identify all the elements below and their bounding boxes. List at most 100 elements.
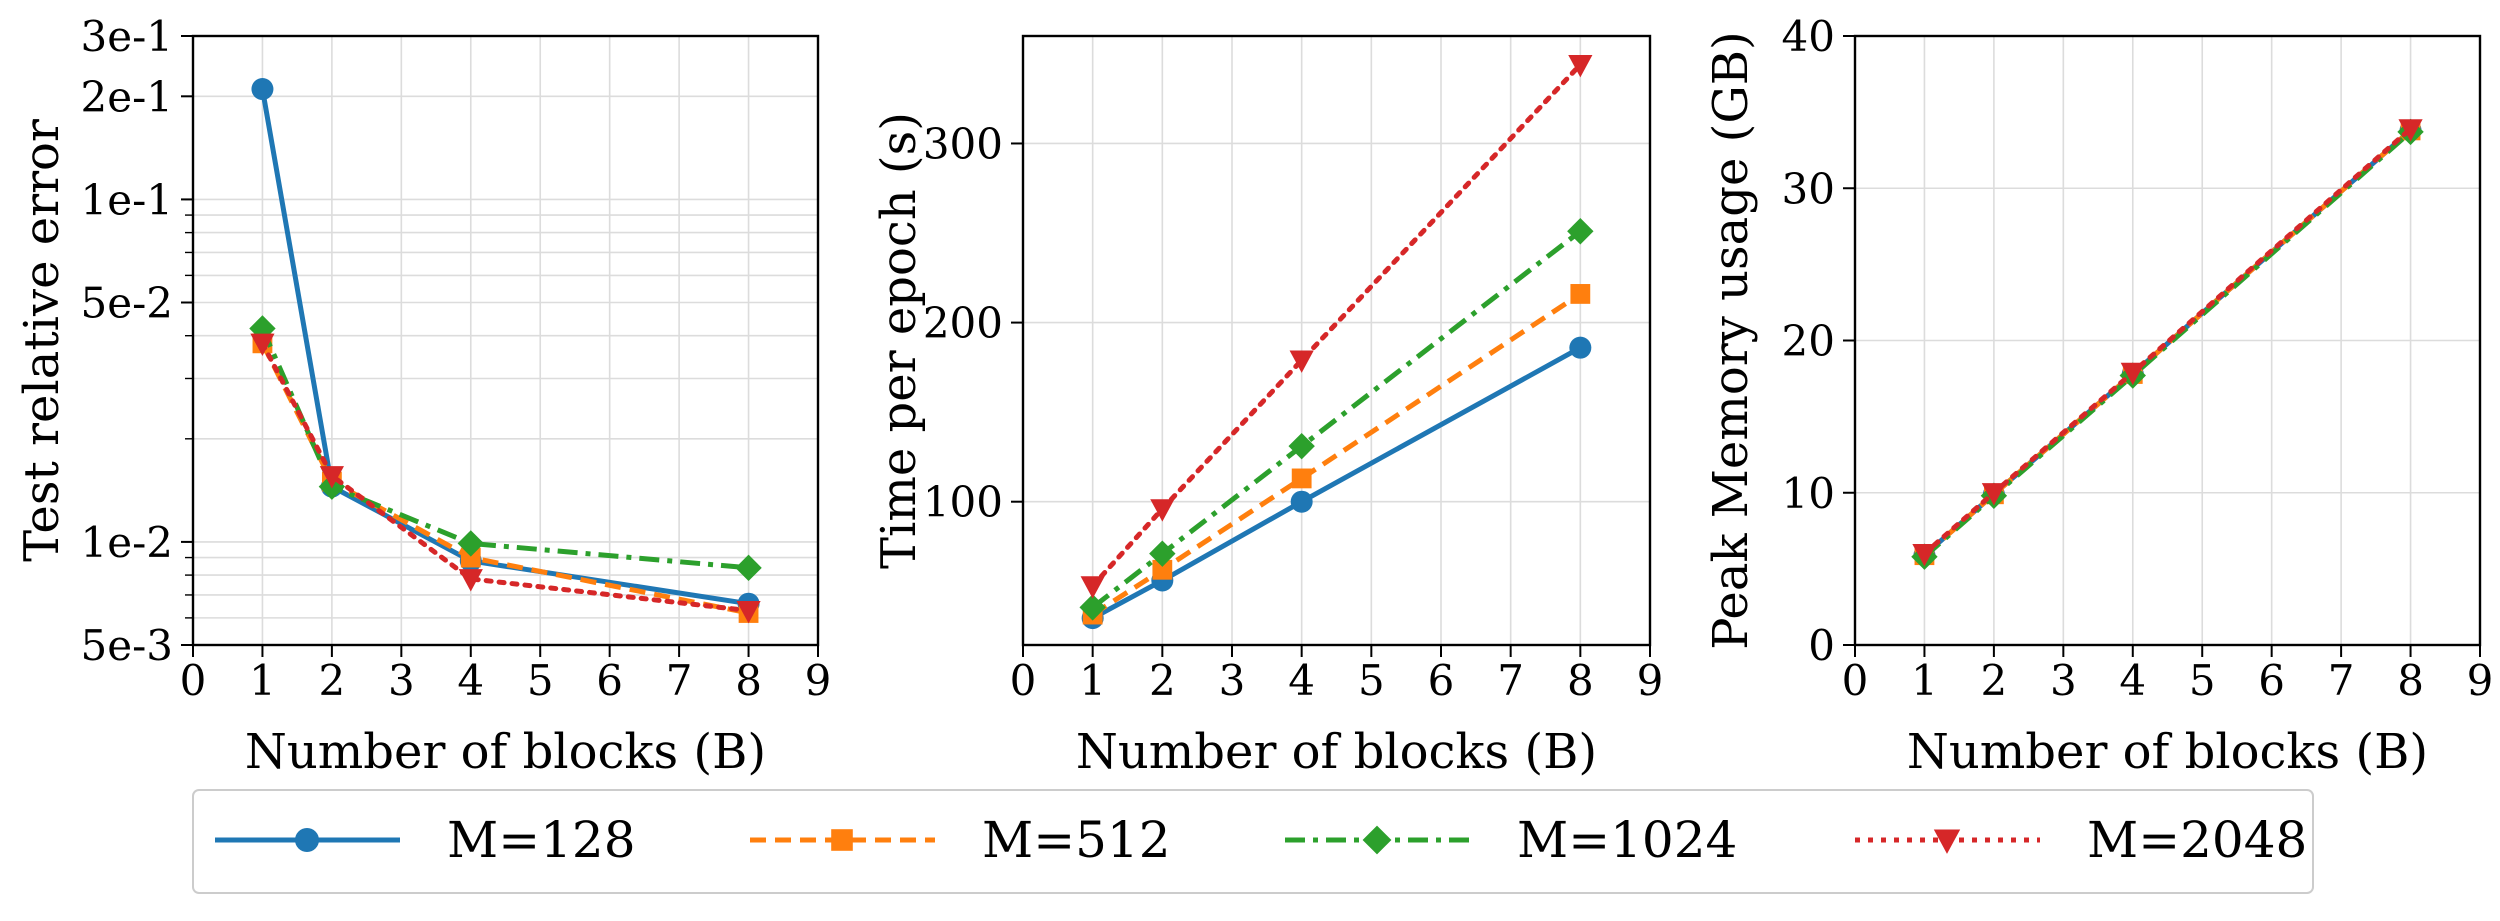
x-tick-label: 9 bbox=[805, 656, 832, 705]
y-tick-label: 10 bbox=[1782, 469, 1835, 518]
data-point bbox=[460, 547, 481, 568]
x-tick-label: 0 bbox=[1010, 656, 1037, 705]
x-tick-label: 5 bbox=[527, 656, 554, 705]
legend-entry-m-128: M=128 bbox=[215, 811, 636, 869]
data-point bbox=[1150, 499, 1175, 522]
y-tick-label: 3e-1 bbox=[81, 12, 174, 61]
grid bbox=[1022, 36, 1651, 645]
data-point bbox=[1080, 576, 1105, 599]
legend-label: M=1024 bbox=[1517, 811, 1737, 869]
x-axis-label: Number of blocks (B) bbox=[1076, 724, 1597, 780]
y-tick-label: 300 bbox=[923, 119, 1003, 168]
series-m-512 bbox=[1082, 284, 1591, 625]
legend-frame bbox=[192, 789, 2314, 894]
data-point bbox=[736, 600, 761, 624]
x-tick-label: 7 bbox=[2328, 656, 2355, 705]
x-tick-label: 6 bbox=[596, 656, 623, 705]
data-point bbox=[1291, 468, 1312, 489]
y-tick-label: 100 bbox=[923, 478, 1003, 527]
legend-marker bbox=[1933, 829, 1961, 854]
data-point bbox=[1152, 559, 1173, 580]
y-tick-label: 20 bbox=[1782, 317, 1835, 366]
x-tick-label: 2 bbox=[1149, 656, 1176, 705]
data-point bbox=[319, 466, 344, 489]
series-line bbox=[259, 88, 749, 607]
data-point bbox=[458, 569, 483, 592]
legend-label: M=2048 bbox=[2087, 811, 2307, 869]
data-point bbox=[1290, 490, 1313, 513]
y-tick-label: 0 bbox=[1808, 621, 1835, 670]
x-tick-label: 4 bbox=[1288, 656, 1315, 705]
legend-entry-m-512: M=512 bbox=[750, 811, 1171, 869]
data-point bbox=[2398, 119, 2423, 142]
legend-marker bbox=[295, 828, 319, 852]
data-point bbox=[1149, 540, 1176, 567]
x-tick-label: 0 bbox=[1842, 656, 1869, 705]
series-line bbox=[1091, 345, 1582, 621]
y-tick-label: 30 bbox=[1782, 164, 1835, 213]
data-point bbox=[1570, 284, 1591, 304]
y-tick-label: 1e-1 bbox=[81, 175, 174, 224]
legend-entry-m-2048: M=2048 bbox=[1855, 811, 2307, 869]
data-point bbox=[250, 333, 275, 357]
legend-marker bbox=[831, 829, 853, 851]
data-point bbox=[1567, 218, 1594, 245]
data-point bbox=[1079, 594, 1106, 621]
x-tick-label: 3 bbox=[1219, 656, 1246, 705]
series-m-1024 bbox=[1079, 218, 1594, 621]
x-tick-label: 2 bbox=[319, 656, 346, 705]
y-axis-label: Peak Memory usage (GB) bbox=[1703, 31, 1759, 649]
data-point bbox=[251, 78, 274, 101]
grid bbox=[185, 35, 819, 646]
series-m-2048 bbox=[1912, 119, 2423, 567]
x-tick-label: 1 bbox=[249, 656, 276, 705]
x-tick-label: 4 bbox=[2119, 656, 2146, 705]
x-tick-label: 8 bbox=[2397, 656, 2424, 705]
legend-label: M=512 bbox=[982, 811, 1171, 869]
axes-frame bbox=[191, 34, 820, 647]
data-point bbox=[457, 530, 484, 557]
x-tick-label: 8 bbox=[1567, 656, 1594, 705]
series-m-2048 bbox=[1080, 54, 1593, 599]
data-point bbox=[735, 554, 762, 582]
x-tick-label: 6 bbox=[2258, 656, 2285, 705]
series-line bbox=[1091, 229, 1582, 610]
chart-panel-1: 0 1 2 3 4 5 6 7 8 9 5e-3 1e-2 5e-2 1e-1 2e-1 3e-1 Number… bbox=[14, 12, 831, 780]
legend-label: M=128 bbox=[447, 811, 636, 869]
series-m-128 bbox=[1081, 336, 1592, 630]
data-point bbox=[1568, 54, 1593, 78]
legend-entry-m-1024: M=1024 bbox=[1285, 811, 1737, 869]
y-axis-label: Time per epoch (s) bbox=[871, 112, 927, 569]
data-point bbox=[2120, 362, 2145, 386]
y-tick-label: 200 bbox=[923, 299, 1003, 348]
x-tick-label: 9 bbox=[1637, 656, 1664, 705]
x-tick-label: 9 bbox=[2467, 656, 2494, 705]
x-tick-label: 6 bbox=[1428, 656, 1455, 705]
data-point bbox=[1289, 350, 1314, 373]
series-line bbox=[260, 327, 749, 571]
series-m-128 bbox=[251, 78, 760, 615]
legend-marker bbox=[1362, 825, 1392, 855]
x-axis-label: Number of blocks (B) bbox=[1907, 724, 2428, 780]
x-tick-label: 7 bbox=[1497, 656, 1524, 705]
x-tick-label: 1 bbox=[1911, 656, 1938, 705]
data-point bbox=[1569, 336, 1592, 359]
x-tick-label: 7 bbox=[666, 656, 693, 705]
y-tick-label: 5e-2 bbox=[81, 279, 174, 328]
y-tick-label: 40 bbox=[1782, 12, 1835, 61]
series-line bbox=[1090, 62, 1583, 589]
series-line bbox=[259, 340, 752, 614]
x-axis-label: Number of blocks (B) bbox=[245, 724, 766, 780]
y-axis-label: Test relative error bbox=[14, 119, 70, 562]
series-line bbox=[1921, 126, 2414, 557]
legend: M=128 M=512 M=1024 M=2048 bbox=[192, 789, 2314, 894]
data-point bbox=[1288, 432, 1315, 460]
x-tick-label: 0 bbox=[180, 656, 207, 705]
chart-panel-2: 0 1 2 3 4 5 6 7 8 9 100 200 300 Number of blocks (B) T… bbox=[871, 34, 1664, 780]
y-tick-label: 2e-1 bbox=[81, 72, 174, 121]
x-tick-label: 3 bbox=[388, 656, 415, 705]
axes-frame bbox=[1021, 34, 1652, 647]
x-tick-label: 8 bbox=[735, 656, 762, 705]
